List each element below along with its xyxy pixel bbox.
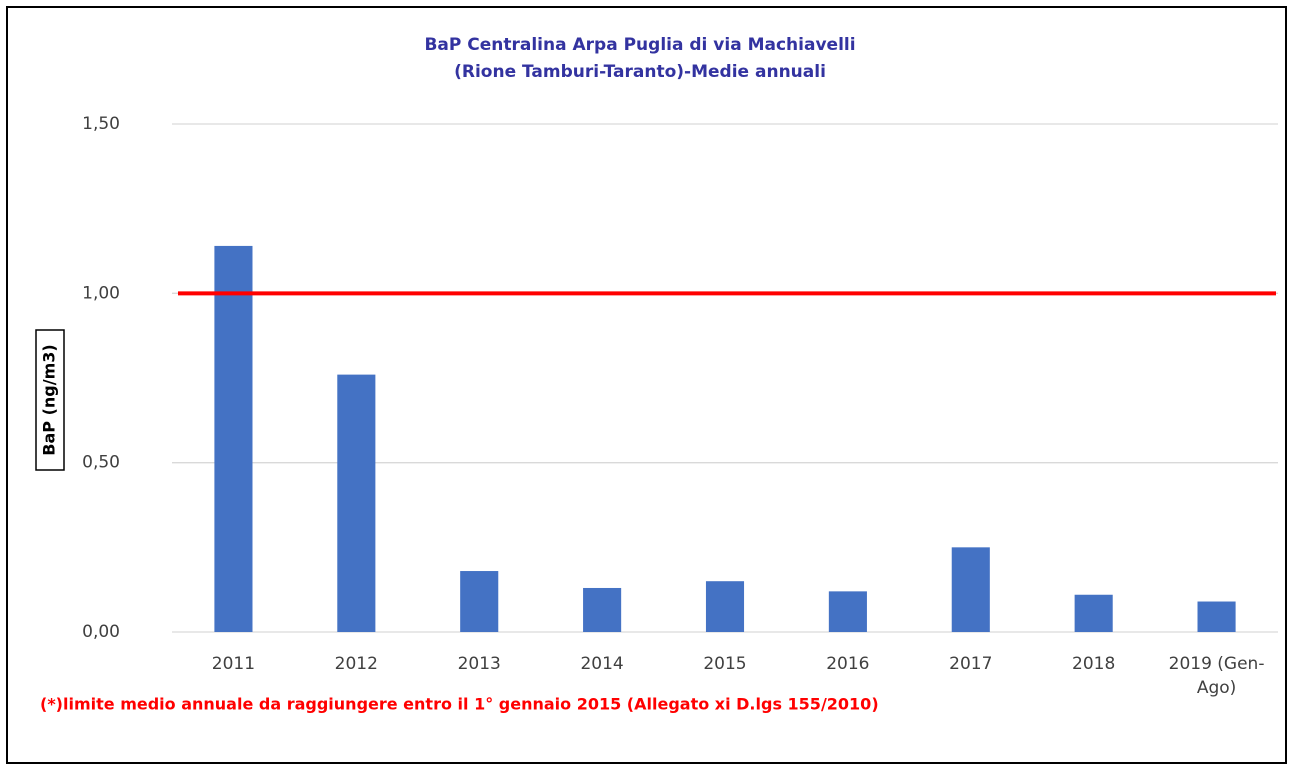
bar bbox=[583, 587, 622, 632]
x-tick-label: 2014 bbox=[580, 654, 624, 674]
x-tick-label: 2011 bbox=[211, 654, 256, 674]
bar bbox=[951, 547, 990, 632]
y-tick-label: 0,00 bbox=[82, 622, 120, 642]
bar bbox=[460, 571, 499, 632]
y-tick-label: 1,50 bbox=[82, 114, 120, 134]
x-tick-label: 2012 bbox=[334, 654, 378, 674]
y-tick-label: 0,50 bbox=[82, 453, 120, 473]
frame bbox=[6, 6, 1287, 764]
x-tick-label: 2017 bbox=[949, 654, 993, 674]
x-tick-label: 2013 bbox=[457, 654, 501, 674]
y-axis-label: BaP (ng/m3) bbox=[40, 344, 59, 455]
x-tick-label: 2016 bbox=[826, 654, 870, 674]
y-label-box bbox=[35, 329, 65, 471]
bar bbox=[214, 245, 253, 633]
bar bbox=[1074, 594, 1113, 632]
bar bbox=[705, 581, 745, 632]
x-tick-label: 2015 bbox=[703, 654, 747, 674]
bar bbox=[1197, 601, 1236, 632]
chart-title: BaP Centralina Arpa Puglia di via Machia… bbox=[424, 35, 855, 55]
annotation: (*)limite medio annuale da raggiungere e… bbox=[40, 695, 879, 714]
bar bbox=[337, 374, 376, 632]
y-tick-label: 1,00 bbox=[82, 283, 120, 303]
x-tick-label: 2018 bbox=[1072, 654, 1116, 674]
chart-title: (Rione Tamburi-Taranto)-Medie annuali bbox=[454, 62, 826, 82]
x-tick-label: 2019 (Gen-Ago) bbox=[1168, 654, 1265, 698]
bar bbox=[828, 591, 867, 632]
